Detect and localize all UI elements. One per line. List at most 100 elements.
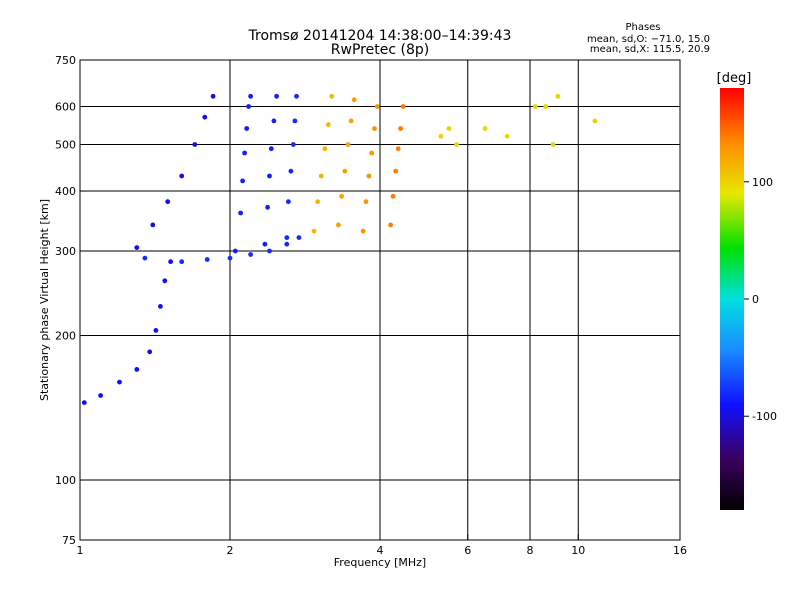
data-point [268,146,274,152]
data-point [246,104,252,109]
legend-line-x: mean, sd,X: 115.5, 20.9 [590,44,710,55]
data-point [395,146,401,152]
data-point [288,168,294,174]
data-point [165,199,171,205]
colorbar [720,88,744,510]
x-tick-label: 1 [77,544,84,557]
data-point [351,97,357,103]
data-point [348,118,354,124]
data-point [162,278,168,284]
x-tick-label: 2 [227,544,234,557]
data-point [292,118,298,124]
plot-points [81,93,598,405]
data-point [210,93,216,99]
data-point [284,241,290,247]
data-point [296,235,302,241]
data-point [438,133,444,139]
y-tick-label: 750 [55,54,76,67]
data-point [504,133,510,139]
y-tick-label: 400 [55,185,76,198]
y-axis-ticks: 75 100 200 300 400 500 600 750 [55,54,86,547]
data-point [322,146,328,152]
data-point [244,126,250,131]
data-point [390,193,396,199]
data-point [179,259,185,265]
data-point [98,393,103,398]
y-tick-label: 600 [55,101,76,114]
data-point [400,104,406,109]
data-point [550,142,556,147]
colorbar-ticks: 100 0 -100 [744,176,777,423]
data-point [329,93,335,99]
data-point [366,173,372,179]
data-point [454,142,459,147]
data-point [117,379,122,385]
data-point [318,173,324,179]
data-point [179,173,185,179]
data-point [153,328,159,333]
data-point [267,248,272,254]
data-point [142,255,148,261]
y-tick-label: 75 [62,534,76,547]
data-point [81,400,87,405]
data-point [242,150,248,156]
data-point [150,222,156,228]
data-point [202,114,208,120]
data-point [374,104,380,109]
chart-title: Tromsø 20141204 14:38:00–14:39:43 [248,28,512,44]
data-point [238,210,244,216]
data-point [232,248,238,254]
legend-title: Phases [625,22,660,33]
data-point [134,367,140,372]
data-point [267,173,272,179]
data-point [339,193,344,199]
data-point [147,349,153,355]
plot-grid [80,60,680,540]
data-point [294,93,299,99]
data-point [388,222,393,228]
data-point [134,245,140,251]
data-point [262,241,268,247]
data-point [555,93,561,99]
data-point [345,142,351,147]
data-point [446,126,452,131]
y-tick-label: 100 [55,474,76,487]
data-point [265,204,270,210]
data-point [398,126,403,131]
x-tick-label: 16 [673,544,687,557]
x-axis-label: Frequency [MHz] [334,556,426,569]
colorbar-tick-label: -100 [752,410,777,423]
data-point [286,199,291,205]
x-tick-label: 6 [464,544,471,557]
data-point [543,104,549,109]
chart-subtitle: RwPretec (8p) [331,42,429,58]
data-point [248,252,254,257]
data-point [342,168,348,174]
data-point [284,235,290,241]
data-point [271,118,277,124]
y-tick-label: 200 [55,330,76,343]
data-point [315,199,321,205]
data-point [290,142,296,147]
x-tick-label: 4 [377,544,384,557]
data-point [168,259,174,265]
data-point [325,122,331,128]
data-point [592,118,598,124]
x-tick-label: 10 [571,544,585,557]
data-point [360,228,366,234]
data-point [336,222,341,228]
data-point [192,142,198,147]
data-point [204,257,210,262]
data-point [369,150,375,156]
data-point [240,178,246,184]
colorbar-tick-label: 0 [752,293,759,306]
data-point [393,168,399,174]
data-point [482,126,488,131]
data-point [158,304,163,309]
y-tick-label: 500 [55,139,76,152]
legend-line-o: mean, sd,O: −71.0, 15.0 [587,34,710,45]
data-point [363,199,369,205]
data-point [372,126,377,131]
data-point [248,93,254,99]
